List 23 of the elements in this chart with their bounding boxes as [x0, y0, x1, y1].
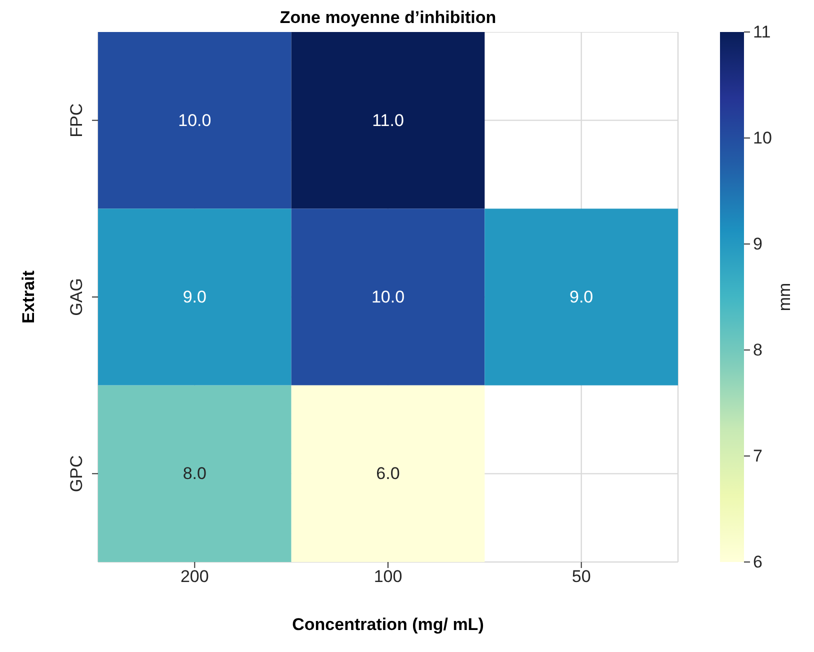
color-bar-title: mm	[775, 282, 794, 312]
chart-title: Zone moyenne d’inhibition	[278, 8, 498, 28]
color-bar-label: 8	[753, 340, 762, 360]
x-tick-label: 50	[572, 567, 591, 586]
x-axis-title: Concentration (mg/ mL)	[292, 615, 484, 634]
data-label: 10.0	[371, 288, 405, 306]
color-bar-label: 9	[753, 234, 762, 254]
color-bar-label: 7	[753, 446, 762, 466]
color-bar-label: 10	[753, 128, 772, 148]
data-label: 9.0	[570, 288, 594, 306]
x-tick-label: 100	[374, 567, 402, 586]
color-bar-label: 11	[753, 22, 771, 42]
data-label: 11.0	[372, 110, 404, 130]
x-tick-label: 200	[180, 567, 209, 586]
y-tick-label: GPC	[67, 455, 86, 492]
data-label: 10.0	[178, 110, 212, 130]
y-tick-label: GAG	[67, 278, 86, 316]
y-axis-title: Extrait	[19, 270, 38, 324]
data-label: 6.0	[376, 464, 400, 484]
color-bar-label: 6	[753, 552, 762, 572]
data-label: 8.0	[182, 464, 206, 484]
data-label: 9.0	[182, 288, 206, 306]
y-tick-label: FPC	[67, 103, 86, 138]
